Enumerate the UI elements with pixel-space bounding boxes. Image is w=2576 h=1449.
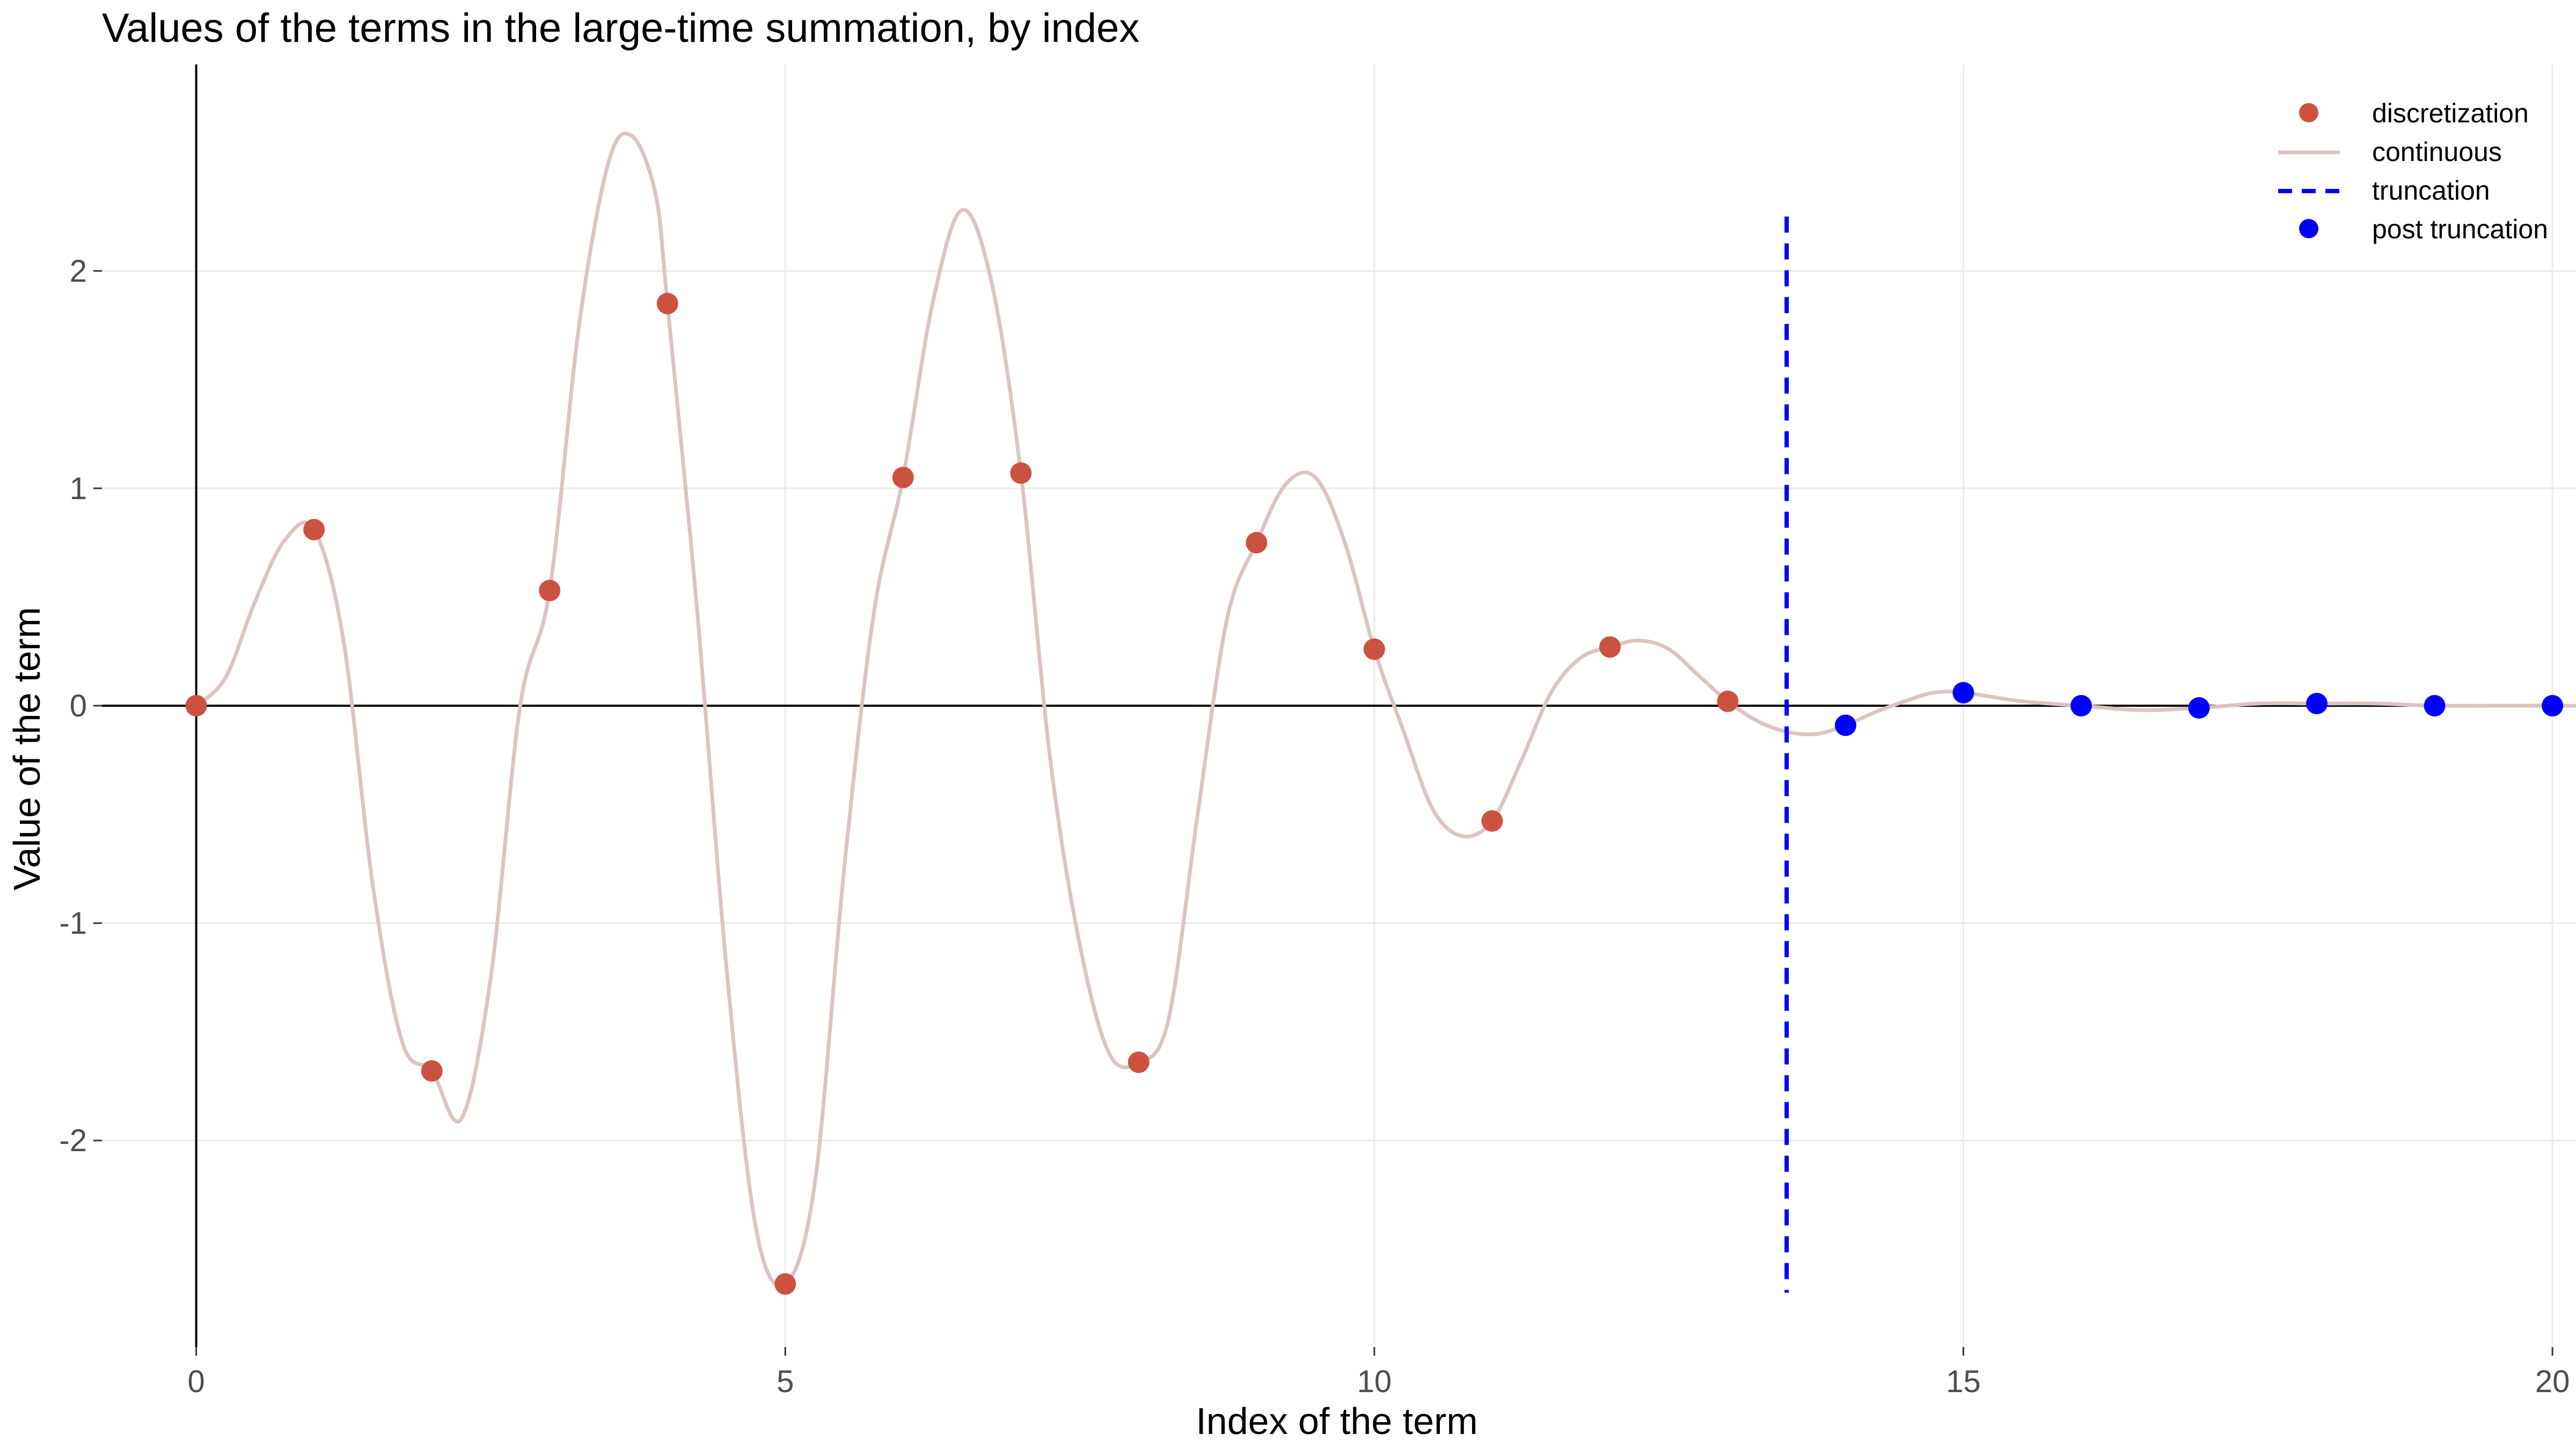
discretization-point [1010,462,1032,484]
discretization-point [303,518,325,540]
legend-key-post-truncation [2299,219,2318,238]
discretization-point [539,580,561,602]
post-truncation-point [2424,695,2446,716]
y-tick-labels: -2 -1 0 1 2 [59,254,87,1158]
legend-label-discretization: discretization [2372,98,2529,128]
y-axis-title: Value of the term [6,607,48,890]
y-tick-label: -2 [59,1123,87,1158]
y-tick-label: 2 [70,254,87,289]
chart-title: Values of the terms in the large-time su… [102,5,1139,51]
legend-key-discretization [2299,103,2318,122]
discretization-point [1481,810,1503,832]
post-truncation-point [1952,682,1974,704]
legend-label-post-truncation: post truncation [2372,214,2548,244]
data-layer [185,131,2576,1295]
post-truncation-point [2188,697,2210,719]
discretization-point [1128,1051,1150,1073]
discretization-point [1246,532,1268,554]
x-tick-label: 5 [777,1364,794,1399]
continuous-line [195,131,2576,1288]
post-truncation-point [2070,695,2092,716]
discretization-point [421,1060,443,1082]
discretization-point [1717,690,1739,712]
post-truncation-point [1834,714,1856,736]
x-tick-label: 15 [1946,1364,1981,1399]
x-tick-label: 10 [1357,1364,1392,1399]
y-tick-label: 1 [70,471,87,506]
x-axis-title: Index of the term [1196,1400,1477,1442]
discretization-point [656,292,678,314]
discretization-point [185,695,207,716]
x-tick-labels: 0 5 10 15 20 [187,1364,2570,1399]
post-truncation-point [2542,695,2564,716]
discretization-point [774,1273,796,1295]
discretization-point [1363,638,1385,660]
legend: discretization continuous truncation pos… [2278,98,2548,244]
discretization-point [892,466,914,488]
post-truncation-point [2306,692,2328,714]
legend-label-truncation: truncation [2372,175,2490,206]
discretization-point [1599,636,1621,658]
legend-label-continuous: continuous [2372,137,2502,167]
y-tick-label: 0 [70,689,87,723]
x-tick-label: 0 [187,1364,204,1399]
y-tick-label: -1 [59,906,87,941]
x-tick-label: 20 [2535,1364,2570,1399]
